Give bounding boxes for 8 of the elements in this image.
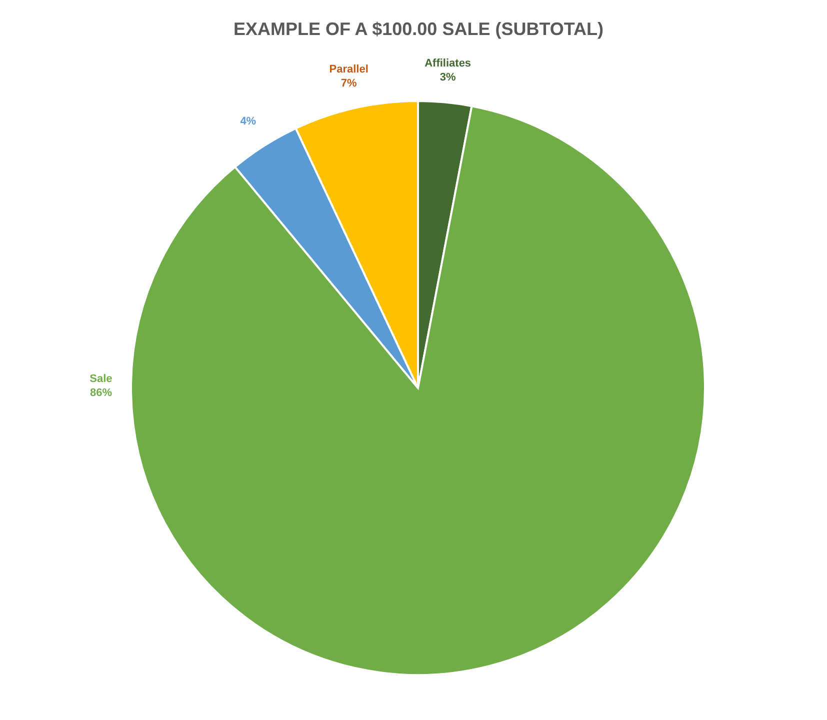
data-label: 86% [90, 387, 112, 399]
data-label: 4% [240, 115, 256, 128]
slice-label: Parallel [329, 64, 368, 76]
data-label: 7% [340, 78, 358, 90]
slice-label: Affiliates [424, 57, 472, 70]
slice-label: Sale [90, 373, 112, 385]
data-label: 3% [440, 71, 456, 84]
chart-title: EXAMPLE OF A $100.00 SALE (SUBTOTAL) [233, 19, 604, 39]
